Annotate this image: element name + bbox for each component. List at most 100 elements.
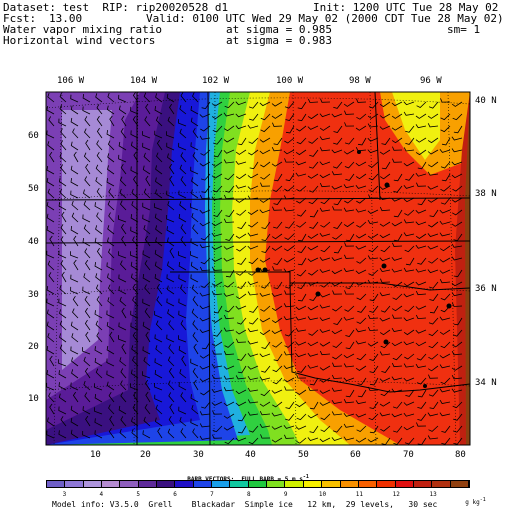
wind-barb	[415, 281, 427, 286]
wind-barb	[427, 245, 439, 250]
x-tick: 60	[350, 450, 361, 460]
wind-barb	[225, 233, 235, 241]
wind-barb	[309, 209, 319, 218]
wind-barb	[259, 353, 271, 358]
wind-barb	[331, 257, 343, 261]
wind-barb	[237, 137, 247, 146]
wind-barb	[259, 149, 271, 155]
wind-barb	[211, 196, 223, 201]
wind-barb	[380, 245, 391, 253]
wind-barb	[48, 392, 55, 403]
wind-barb	[271, 113, 283, 119]
wind-barb	[47, 92, 55, 103]
wind-barb	[367, 209, 379, 214]
wind-barb	[271, 425, 283, 430]
wind-barb	[167, 153, 175, 163]
wind-barb	[259, 411, 271, 416]
wind-barb	[260, 113, 271, 121]
wind-barb	[319, 304, 331, 309]
wind-barb	[453, 233, 463, 242]
wind-barb	[82, 214, 91, 223]
wind-barb	[236, 269, 247, 276]
wind-barb	[319, 269, 331, 273]
wind-barb	[451, 256, 463, 261]
lon-label: 104 W	[130, 76, 158, 86]
wind-barb	[168, 344, 175, 355]
wind-barb	[212, 425, 223, 433]
wind-barb	[393, 425, 403, 433]
wind-barb	[96, 332, 103, 343]
wind-barb	[319, 113, 331, 118]
wind-barb	[343, 412, 355, 417]
wind-barb	[283, 195, 295, 200]
wind-barb	[249, 161, 259, 170]
wind-barb	[416, 377, 427, 385]
wind-barb	[259, 209, 271, 214]
wind-barb	[119, 296, 127, 307]
wind-barb	[319, 350, 331, 356]
wind-barb	[427, 137, 439, 144]
wind-barb	[452, 302, 463, 307]
wind-barb	[49, 235, 55, 247]
wind-barb	[319, 207, 331, 212]
wind-barb	[355, 437, 367, 443]
wind-barb	[320, 281, 331, 288]
colorbar-label: 8	[246, 491, 251, 498]
wind-barb	[415, 124, 427, 129]
wind-barb	[71, 200, 79, 211]
wind-barb	[143, 224, 151, 235]
wind-barb	[142, 430, 151, 439]
wind-barb	[96, 127, 103, 139]
wind-barb	[155, 165, 163, 175]
wind-barb	[331, 411, 343, 416]
wind-barb	[180, 236, 187, 247]
wind-barb	[46, 430, 55, 439]
wind-barb	[333, 101, 343, 109]
wind-barb	[167, 356, 175, 367]
wind-barb	[403, 363, 415, 368]
wind-barb	[392, 146, 403, 151]
wind-barb	[236, 245, 247, 252]
wind-barb	[199, 329, 211, 333]
fcst-label: Fcst:	[3, 12, 37, 25]
wind-barb	[120, 416, 127, 427]
wind-barb	[166, 274, 175, 283]
wind-barb	[96, 296, 103, 307]
wind-barb	[83, 152, 91, 163]
wind-barb	[247, 232, 259, 237]
wind-barb	[379, 233, 391, 239]
wind-barb	[440, 185, 451, 192]
wind-barb	[145, 175, 151, 187]
wind-barb	[403, 197, 415, 203]
wind-barb	[439, 412, 451, 417]
wind-barb	[84, 307, 91, 319]
wind-barb	[199, 365, 211, 370]
wind-barb	[355, 245, 367, 250]
wind-barb	[94, 418, 103, 427]
wind-barb	[106, 310, 115, 319]
wind-barb	[380, 278, 391, 283]
wind-barb	[179, 416, 187, 427]
wind-barb	[320, 413, 331, 421]
wind-barb	[223, 159, 235, 164]
wind-barb	[94, 310, 103, 319]
wind-barb	[108, 212, 115, 223]
wind-barb	[70, 429, 79, 439]
wind-barb	[94, 202, 103, 211]
wind-barb	[213, 149, 223, 158]
colorbar-label: 13	[429, 491, 437, 498]
wind-barb	[259, 376, 271, 381]
wind-barb	[307, 413, 319, 419]
wind-barb	[156, 152, 163, 163]
wind-barb	[142, 346, 151, 355]
wind-barb	[427, 149, 439, 155]
wind-barb	[428, 221, 439, 228]
wind-barb	[440, 113, 451, 121]
wind-barb	[223, 218, 235, 223]
wind-barb	[85, 331, 91, 343]
wind-barb	[319, 389, 331, 394]
wind-barb	[247, 149, 259, 156]
wind-barb	[379, 401, 391, 407]
wind-barb	[167, 237, 175, 247]
wind-barb	[307, 233, 319, 239]
